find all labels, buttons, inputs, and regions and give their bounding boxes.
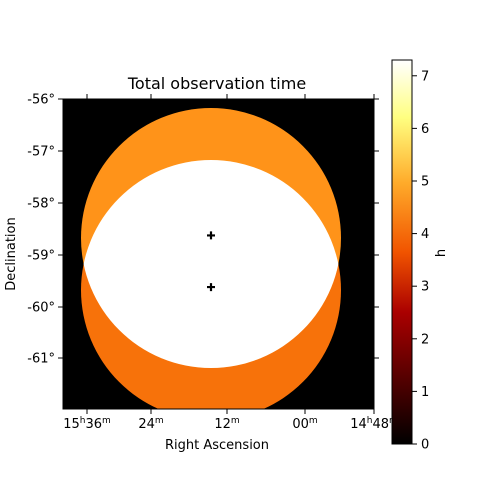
- y-tick-label: -61°: [27, 352, 55, 367]
- colorbar-tick-label: 2: [421, 332, 429, 347]
- plot-area: [63, 99, 374, 409]
- x-axis: 15h36m 24m 12m 00m 14h48m: [63, 94, 398, 432]
- pointing-marker: [207, 283, 215, 292]
- colorbar: 0 1 2 3 4 5 6 7 h: [391, 59, 449, 453]
- colorbar-tick-label: 3: [421, 280, 429, 295]
- colorbar-gradient: [391, 59, 413, 445]
- colorbar-tick-label: 0: [421, 438, 429, 453]
- chart-title: Total observation time: [127, 74, 306, 93]
- colorbar-tick-label: 1: [421, 385, 429, 400]
- colorbar-tick-label: 7: [421, 69, 429, 84]
- plot-frame: [62, 98, 375, 410]
- y-tick-label: -59°: [27, 249, 55, 264]
- x-tick-label: 12m: [214, 416, 239, 432]
- y-tick-label: -58°: [27, 197, 55, 212]
- y-axis: -56° -57° -58° -59° -60° -61°: [27, 93, 379, 367]
- y-tick-label: -57°: [27, 145, 55, 160]
- x-tick-label: 14h48m: [350, 416, 398, 432]
- x-tick-label: 15h36m: [63, 416, 111, 432]
- colorbar-tick-label: 4: [421, 227, 429, 242]
- colorbar-tick-label: 5: [421, 174, 429, 189]
- x-tick-label: 00m: [292, 416, 317, 432]
- colorbar-label: h: [434, 249, 449, 257]
- y-axis-label: Declination: [4, 217, 19, 291]
- x-tick-label: 24m: [138, 416, 163, 432]
- y-tick-label: -56°: [27, 93, 55, 108]
- colorbar-ticks: 0 1 2 3 4 5 6 7: [412, 69, 429, 453]
- y-tick-label: -60°: [27, 301, 55, 316]
- pointing-marker: [207, 231, 215, 240]
- x-axis-label: Right Ascension: [165, 438, 269, 453]
- pointing-markers: [207, 231, 215, 292]
- colorbar-tick-label: 6: [421, 122, 429, 137]
